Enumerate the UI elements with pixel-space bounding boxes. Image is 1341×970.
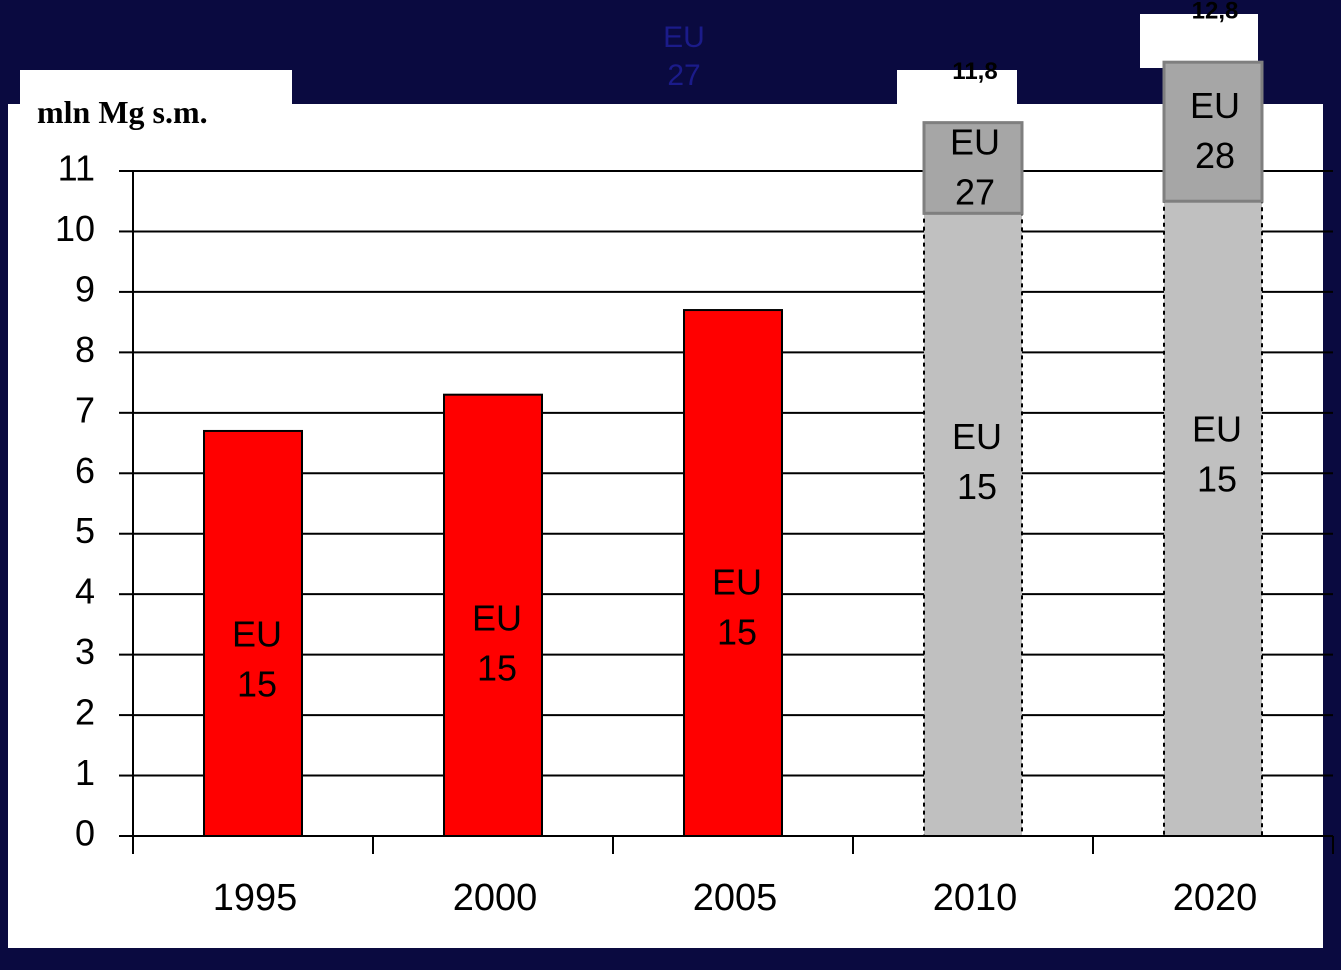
bar-label-eu-expansion: EU 28 [1190, 85, 1240, 176]
bar-labels: EU 15 EU 15 EU 15 EU 15 EU 15 EU 27 EU 28 [232, 85, 1242, 704]
y-tick-label: 11 [58, 148, 95, 189]
bar-label-eu15: EU 15 [952, 416, 1002, 507]
total-labels: 11,8 12,8 [952, 0, 1238, 85]
x-category-labels: 1995 2000 2005 2010 2020 [213, 877, 1258, 919]
y-tick-label: 8 [75, 329, 95, 370]
x-category-label: 1995 [213, 877, 298, 919]
y-tick-label: 6 [75, 450, 95, 491]
y-tick-labels: 0 1 2 3 4 5 6 7 8 9 10 11 [55, 148, 95, 854]
total-label-box-2010 [897, 70, 1017, 130]
total-label-box-2020 [1140, 14, 1258, 68]
y-tick-label: 9 [75, 268, 95, 309]
y-tick-label: 0 [75, 813, 95, 854]
bar-eu15-forecast [923, 212, 1023, 837]
y-tick-label: 1 [75, 752, 95, 793]
bar-eu15-forecast [1163, 200, 1263, 837]
x-category-label: 2005 [693, 877, 778, 919]
bar-eu15 [683, 309, 783, 837]
y-tick-label: 2 [75, 692, 95, 733]
bar-eu-expansion [922, 121, 1024, 215]
total-label: 12,8 [1192, 0, 1239, 25]
bar-eu15 [203, 429, 303, 837]
y-tick-label: 3 [75, 631, 95, 672]
y-tick-label: 5 [75, 510, 95, 551]
bar-label-eu-expansion: EU 27 [950, 121, 1000, 212]
bar-label-eu15: EU 15 [712, 561, 762, 652]
annotations: EU 27 [663, 21, 705, 92]
x-category-label: 2010 [933, 877, 1018, 919]
bar-label-eu15: EU 15 [1192, 409, 1242, 500]
y-axis-unit-label: mln Mg s.m. [37, 94, 208, 130]
bar-label-eu15: EU 15 [472, 598, 522, 689]
unit-label-box [20, 70, 292, 140]
bars [203, 60, 1264, 837]
y-tick-label: 4 [75, 571, 95, 612]
bar-label-eu15: EU 15 [232, 613, 282, 704]
y-tick-label: 7 [75, 389, 95, 430]
y-tick-label: 10 [55, 208, 95, 249]
axes [119, 170, 1334, 854]
bar-eu-expansion [1162, 60, 1264, 203]
ghost-annotation: EU 27 [663, 21, 705, 92]
x-category-label: 2000 [453, 877, 538, 919]
total-label: 11,8 [952, 58, 997, 85]
x-category-label: 2020 [1173, 877, 1258, 919]
